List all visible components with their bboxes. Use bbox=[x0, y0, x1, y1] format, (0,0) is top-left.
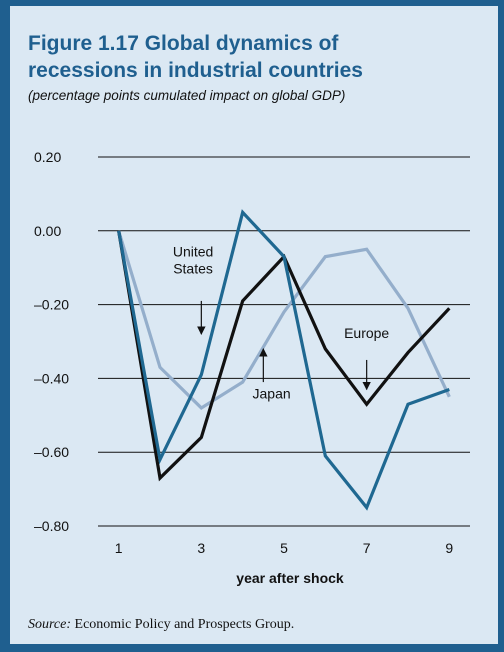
x-tick-label: 3 bbox=[197, 540, 205, 556]
y-tick-label: –0.80 bbox=[34, 518, 69, 534]
x-tick-label: 7 bbox=[363, 540, 371, 556]
x-axis-label: year after shock bbox=[236, 570, 344, 586]
x-tick-label: 1 bbox=[115, 540, 123, 556]
y-tick-label: –0.20 bbox=[34, 297, 69, 313]
source-text: Economic Policy and Prospects Group. bbox=[71, 617, 295, 632]
annotation-label-us: States bbox=[173, 261, 213, 277]
source-note: Source: Economic Policy and Prospects Gr… bbox=[28, 617, 488, 633]
x-tick-label: 5 bbox=[280, 540, 288, 556]
source-label: Source: bbox=[28, 617, 72, 632]
y-tick-label: 0.20 bbox=[34, 149, 61, 165]
annotation-label-europe: Europe bbox=[344, 325, 389, 341]
series-line-europe bbox=[117, 209, 450, 511]
annotation-label-us: United bbox=[173, 244, 213, 260]
figure-title-line-1: Figure 1.17 Global dynamics of bbox=[28, 32, 339, 55]
x-tick-label: 9 bbox=[445, 540, 453, 556]
figure-subtitle: (percentage points cumulated impact on g… bbox=[28, 88, 346, 103]
figure-title-line-2: recessions in industrial countries bbox=[28, 59, 363, 82]
annotation-label-japan: Japan bbox=[253, 386, 291, 402]
series-line-japan bbox=[117, 230, 451, 410]
y-tick-label: –0.60 bbox=[34, 444, 69, 460]
y-tick-label: –0.40 bbox=[34, 370, 69, 386]
y-tick-label: 0.00 bbox=[34, 223, 61, 239]
figure-title: Figure 1.17 Global dynamics of recession… bbox=[28, 30, 488, 84]
